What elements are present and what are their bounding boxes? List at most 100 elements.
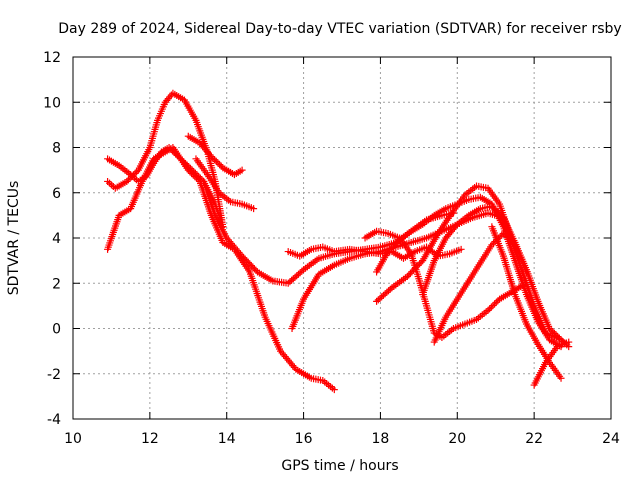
trace-marker <box>167 145 175 153</box>
trace-marker <box>190 168 198 176</box>
trace-marker <box>286 278 294 286</box>
trace-marker <box>376 294 384 302</box>
trace-marker <box>298 267 306 275</box>
trace-marker <box>212 157 220 165</box>
trace-marker <box>555 334 563 342</box>
x-tick-label: 18 <box>372 431 390 447</box>
trace-marker <box>191 169 199 177</box>
series-layer <box>104 89 573 394</box>
data-point <box>188 166 196 174</box>
trace-marker <box>491 206 499 214</box>
trace-marker <box>409 266 417 274</box>
trace-marker <box>547 326 555 334</box>
trace-marker <box>491 300 499 308</box>
data-point <box>330 386 338 394</box>
trace-marker <box>490 204 498 212</box>
data-point <box>384 248 392 256</box>
trace-marker <box>386 246 394 254</box>
trace-marker <box>209 154 217 162</box>
trace-marker <box>291 273 299 281</box>
data-point <box>565 338 573 346</box>
trace-marker <box>250 265 258 273</box>
y-tick-label: 12 <box>43 50 61 66</box>
trace-marker <box>492 298 500 306</box>
trace-marker <box>193 171 201 179</box>
data-point <box>484 306 492 314</box>
trace-marker <box>214 159 222 167</box>
trace-marker <box>498 212 506 220</box>
trace-marker <box>414 261 422 269</box>
trace-marker <box>408 268 416 276</box>
data-point <box>284 279 292 287</box>
trace-marker <box>244 258 252 266</box>
y-tick-label: 6 <box>52 186 61 202</box>
trace-marker <box>554 333 562 341</box>
series-line <box>376 185 562 341</box>
trace-marker <box>550 329 558 337</box>
y-tick-label: 0 <box>52 322 61 338</box>
trace-marker <box>216 161 224 169</box>
trace-marker <box>243 257 251 265</box>
trace-marker <box>246 260 254 268</box>
trace-marker <box>381 290 389 298</box>
y-tick-label: 8 <box>52 141 61 157</box>
trace-marker <box>182 160 190 168</box>
y-tick-label: 10 <box>43 95 61 111</box>
trace-marker <box>178 156 186 164</box>
trace-marker <box>405 271 413 279</box>
trace-marker <box>496 210 504 218</box>
trace-marker <box>172 150 180 158</box>
data-point <box>238 166 246 174</box>
data-point <box>177 155 185 163</box>
series-satellite-14 <box>488 223 565 382</box>
trace-marker <box>385 287 393 295</box>
trace-marker <box>249 263 257 271</box>
trace-marker <box>416 260 424 268</box>
trace-marker <box>552 331 560 339</box>
trace-marker <box>211 156 219 164</box>
trace-marker <box>489 302 497 310</box>
trace-marker <box>180 158 188 166</box>
data-point <box>403 272 411 280</box>
trace-marker <box>240 254 248 262</box>
data-point <box>207 153 215 161</box>
series-satellite-13 <box>430 229 530 346</box>
x-tick-label: 20 <box>448 431 466 447</box>
trace-marker <box>549 328 557 336</box>
y-tick-label: 4 <box>52 231 61 247</box>
y-axis-label: SDTVAR / TECUs <box>6 181 22 296</box>
y-tick-label: -4 <box>47 412 61 428</box>
trace-marker <box>494 209 502 217</box>
trace-marker <box>241 255 249 263</box>
series-satellite-4 <box>184 132 246 179</box>
x-axis-label: GPS time / hours <box>281 458 398 474</box>
x-tick-label: 24 <box>602 431 620 447</box>
trace-marker <box>195 173 203 181</box>
trace-marker <box>175 153 183 161</box>
data-point <box>546 325 554 332</box>
y-tick-label: -2 <box>47 367 61 383</box>
trace-marker <box>379 291 387 299</box>
trace-marker <box>389 243 397 251</box>
y-tick-label: 2 <box>52 276 61 292</box>
trace-marker <box>170 148 178 156</box>
trace-marker <box>387 244 395 252</box>
trace-marker <box>186 165 194 173</box>
chart-title: Day 289 of 2024, Sidereal Day-to-day VTE… <box>58 21 621 37</box>
trace-marker <box>406 269 414 277</box>
data-point <box>373 297 381 305</box>
trace-marker <box>294 270 302 278</box>
trace-marker <box>289 275 297 283</box>
trace-marker <box>173 152 181 160</box>
trace-marker <box>413 263 421 271</box>
x-tick-label: 16 <box>295 431 313 447</box>
trace-marker <box>494 297 502 305</box>
trace-marker <box>296 269 304 277</box>
trace-marker <box>198 176 206 184</box>
x-tick-label: 10 <box>64 431 82 447</box>
trace-marker <box>417 258 425 266</box>
data-point <box>250 205 258 213</box>
trace-marker <box>168 147 176 155</box>
trace-marker <box>493 207 501 215</box>
